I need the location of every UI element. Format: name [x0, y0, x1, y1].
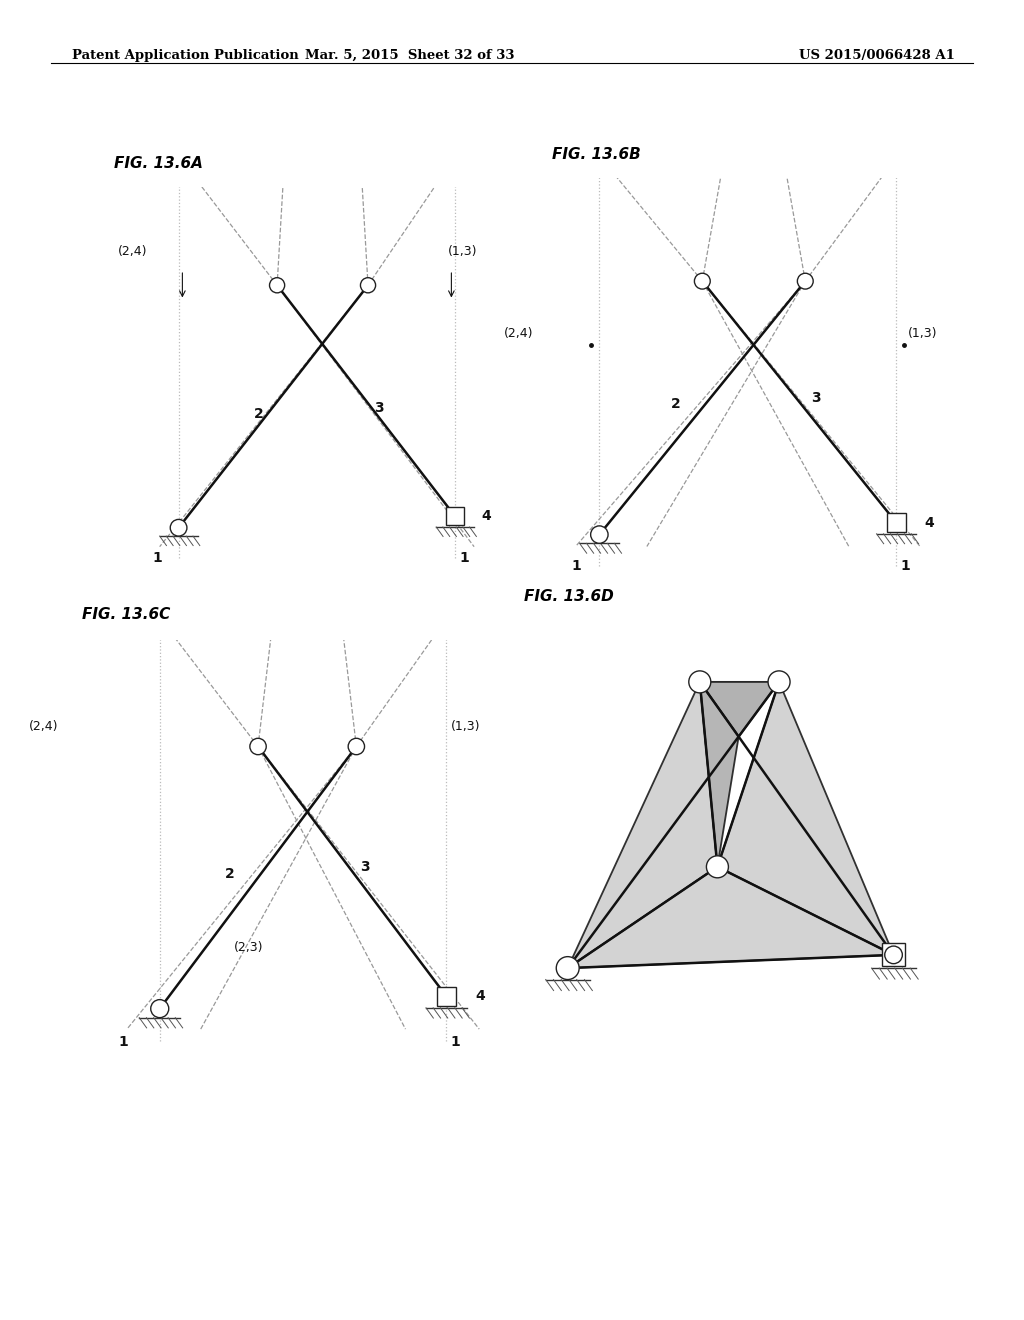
Text: FIG. 13.6A: FIG. 13.6A: [115, 157, 203, 172]
Circle shape: [556, 957, 580, 979]
Circle shape: [707, 855, 728, 878]
Bar: [887, 513, 905, 532]
Circle shape: [591, 525, 608, 544]
Text: 4: 4: [924, 516, 934, 529]
Text: 2: 2: [225, 866, 236, 880]
Text: FIG. 13.6D: FIG. 13.6D: [523, 590, 613, 605]
Polygon shape: [718, 682, 894, 954]
Text: (2,3): (2,3): [233, 941, 263, 954]
Bar: [446, 507, 464, 525]
Circle shape: [689, 671, 711, 693]
Text: 2: 2: [671, 397, 680, 411]
Text: 4: 4: [475, 990, 485, 1003]
Polygon shape: [699, 682, 738, 867]
Text: Mar. 5, 2015  Sheet 32 of 33: Mar. 5, 2015 Sheet 32 of 33: [305, 49, 514, 62]
Circle shape: [885, 946, 902, 964]
Text: 1: 1: [152, 550, 162, 565]
Polygon shape: [567, 867, 894, 968]
Text: (2,4): (2,4): [504, 326, 534, 339]
Circle shape: [348, 738, 365, 755]
Text: 1: 1: [900, 560, 910, 573]
Circle shape: [170, 519, 187, 536]
Text: FIG. 13.6B: FIG. 13.6B: [552, 147, 641, 161]
Text: (1,3): (1,3): [447, 246, 477, 257]
Circle shape: [250, 738, 266, 755]
Text: (1,3): (1,3): [908, 326, 938, 339]
Polygon shape: [567, 682, 718, 968]
Text: (1,3): (1,3): [451, 721, 480, 733]
Circle shape: [269, 277, 285, 293]
Text: 2: 2: [254, 407, 264, 421]
Text: FIG. 13.6C: FIG. 13.6C: [82, 607, 170, 622]
Text: Patent Application Publication: Patent Application Publication: [72, 49, 298, 62]
Circle shape: [694, 273, 711, 289]
Bar: [437, 987, 456, 1006]
Text: (2,4): (2,4): [118, 246, 147, 257]
Polygon shape: [699, 682, 779, 737]
Text: 1: 1: [459, 550, 469, 565]
Text: 4: 4: [481, 510, 492, 523]
Text: 1: 1: [119, 1035, 129, 1048]
Text: 3: 3: [374, 401, 383, 416]
Circle shape: [798, 273, 813, 289]
Circle shape: [360, 277, 376, 293]
Bar: [882, 944, 905, 966]
Text: 3: 3: [360, 861, 370, 874]
Text: 3: 3: [811, 391, 821, 405]
Text: US 2015/0066428 A1: US 2015/0066428 A1: [799, 49, 954, 62]
Text: (2,4): (2,4): [29, 721, 58, 733]
Text: 1: 1: [571, 560, 582, 573]
Circle shape: [151, 999, 169, 1018]
Circle shape: [768, 671, 791, 693]
Text: 1: 1: [451, 1035, 461, 1048]
